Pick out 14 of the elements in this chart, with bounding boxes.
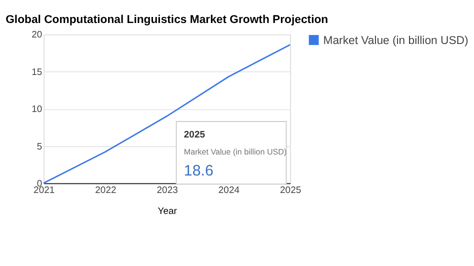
x-tick-label: 2022 [95, 185, 116, 196]
x-tick-label: 2023 [156, 185, 178, 196]
chart-title: Global Computational Linguistics Market Growth Projection [6, 14, 328, 26]
y-tick-label: 10 [32, 104, 42, 116]
annotation: 18.6 [184, 162, 214, 180]
y-tick-label: 15 [32, 66, 42, 78]
y-tick-label: 20 [32, 30, 42, 41]
y-tick-label: 5 [36, 141, 42, 152]
x-axis-title: Year [158, 206, 177, 217]
legend-label: Market Value (in billion USD) [323, 34, 468, 47]
x-tick-label: 2025 [280, 185, 302, 196]
annotation: 2025 [184, 130, 205, 141]
line-series [42, 44, 291, 184]
x-tick-label: 2024 [218, 185, 240, 196]
